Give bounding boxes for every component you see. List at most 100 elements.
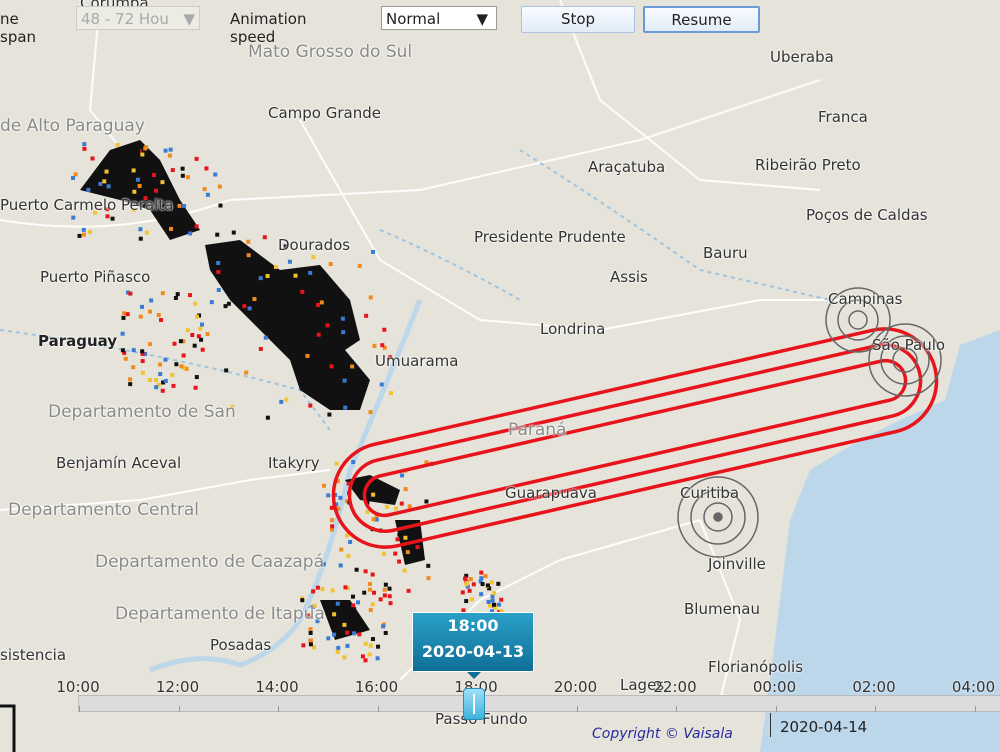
timeline-slider-track[interactable] [78,695,1000,712]
strike-dot [163,148,168,153]
strike-dot [149,298,154,303]
copyright-link[interactable]: Copyright © Vaisala [592,726,733,742]
strike-dot [326,636,331,641]
strike-dot [491,602,496,607]
strike-dot [199,337,204,342]
strike-dot [179,364,184,369]
strike-dot [381,498,386,503]
strike-dot [301,643,306,648]
strike-dot [480,582,485,587]
strike-dot [160,180,165,185]
strike-dot [315,303,320,308]
strike-dot [368,643,373,648]
strike-dot [357,632,362,637]
strike-dot [348,539,353,544]
strike-dot [123,356,128,361]
strike-dot [393,506,398,511]
strike-dot [329,527,334,532]
strike-dot [185,328,190,333]
strike-dot [197,313,202,318]
strike-dot [387,586,392,591]
strike-dot [321,483,326,488]
strike-dot [215,232,220,237]
time-span-select[interactable]: 48 - 72 Hou ▼ [76,6,200,30]
timeline-tick [775,706,777,712]
map-label: Paraná [508,420,567,440]
strike-dot [158,371,163,376]
stop-button[interactable]: Stop [521,6,635,33]
strike-dot [188,231,193,236]
strike-dot [367,581,372,586]
map-label: Benjamín Aceval [56,454,182,472]
strike-dot [258,346,263,351]
strike-dot [226,301,231,306]
strike-dot [399,501,404,506]
strike-dot [490,594,495,599]
strike-dot [125,312,130,317]
strike-dot [344,533,349,538]
strike-dot [180,166,185,171]
strike-dot [137,183,142,188]
strike-dot [143,351,148,356]
map-label: Londrina [540,320,606,338]
strike-dot [321,562,326,567]
range-rings-sao-paulo [868,323,942,397]
strike-dot [132,189,137,194]
strike-dot [370,572,375,577]
current-time: 18:00 [447,616,499,635]
strike-dot [131,168,136,173]
strike-dot [315,619,320,624]
strike-dot [356,600,361,605]
strike-dot [345,613,350,618]
strike-dot [383,582,388,587]
strike-dot [393,551,398,556]
strike-dot [379,382,384,387]
strike-dot [362,590,367,595]
strike-dot [312,603,317,608]
strike-dot [205,331,210,336]
timeline-tick [676,706,677,712]
strike-dot [265,415,270,420]
strike-dot [148,309,153,314]
strike-dot [198,326,203,331]
strike-dot [383,630,388,635]
strike-dot [140,370,145,375]
bottom-left-corner-mark [0,704,16,752]
strike-dot [128,291,133,296]
strike-dot [125,290,130,295]
strike-dot [469,597,474,602]
timeline-slider-handle[interactable] [463,688,485,720]
strike-dot [311,255,316,260]
strike-dot [496,581,501,586]
strike-dot [381,624,386,629]
strike-dot [144,183,149,188]
strike-dot [426,576,431,581]
strike-dot [140,152,145,157]
map-label: Departamento de San [48,402,236,422]
strike-dot [196,334,201,339]
strike-dot [213,172,218,177]
map-label: Puerto Piñasco [40,268,151,286]
strike-dot [407,504,412,509]
strike-dot [230,404,235,409]
strike-dot [397,532,402,537]
strike-dot [375,656,380,661]
timeline-tick [576,706,578,712]
strike-dot [102,179,107,184]
storm-track [331,327,939,549]
strike-dot [143,146,148,151]
strike-dot [336,506,341,511]
animation-speed-select[interactable]: Normal ▼ [381,6,497,30]
resume-button[interactable]: Resume [643,6,760,33]
strike-dot [342,378,347,383]
strike-dot [497,609,502,614]
strike-dot [329,364,334,369]
strike-dot [460,590,465,595]
range-rings-curitiba [677,476,759,558]
strike-dot [374,514,379,519]
current-date: 2020-04-13 [421,642,525,661]
day-divider [770,713,771,737]
strike-dot [293,273,298,278]
strike-dot [279,399,284,404]
current-time-tooltip: 18:00 2020-04-13 [412,612,534,679]
